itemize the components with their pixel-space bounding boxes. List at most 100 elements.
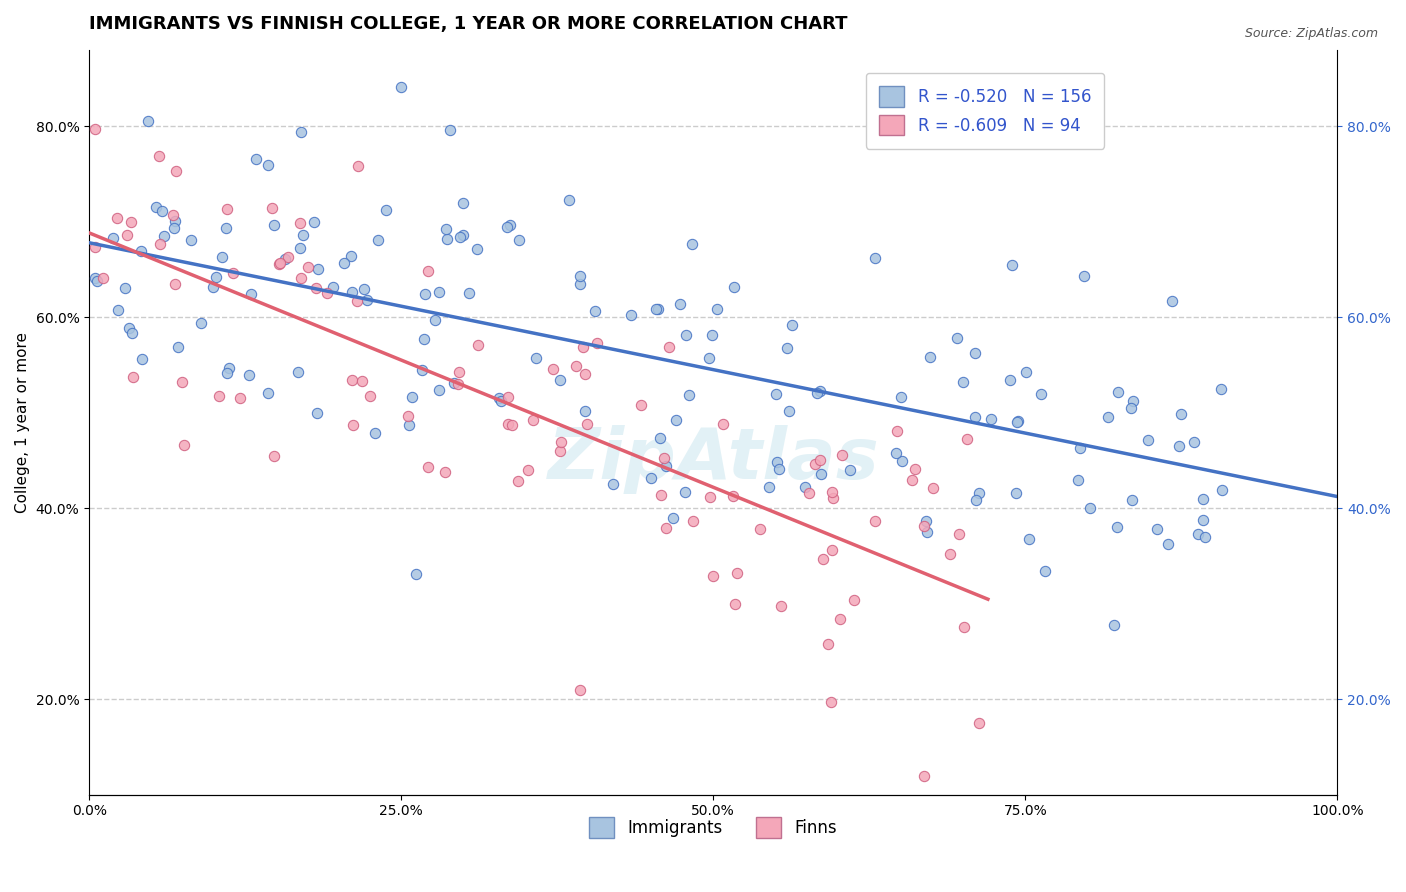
Point	[148, 149, 170, 163]
Point	[215, 221, 238, 235]
Point	[495, 220, 517, 235]
Point	[682, 514, 704, 528]
Point	[117, 321, 139, 335]
Point	[516, 463, 538, 477]
Point	[1005, 415, 1028, 429]
Point	[821, 485, 844, 500]
Point	[952, 375, 974, 389]
Point	[776, 341, 799, 355]
Point	[263, 449, 285, 463]
Point	[654, 451, 676, 466]
Point	[550, 444, 572, 458]
Point	[1066, 473, 1088, 487]
Point	[412, 332, 434, 346]
Point	[162, 208, 184, 222]
Point	[218, 360, 240, 375]
Point	[673, 484, 696, 499]
Point	[340, 373, 363, 387]
Point	[163, 277, 186, 291]
Point	[550, 373, 572, 387]
Point	[565, 359, 588, 373]
Point	[569, 277, 592, 292]
Point	[806, 386, 828, 401]
Point	[499, 218, 522, 232]
Point	[215, 202, 238, 217]
Point	[808, 453, 831, 467]
Point	[131, 352, 153, 367]
Point	[865, 515, 887, 529]
Point	[458, 286, 481, 301]
Point	[1097, 410, 1119, 425]
Point	[396, 409, 419, 424]
Point	[699, 490, 721, 504]
Point	[508, 233, 530, 247]
Point	[655, 521, 678, 535]
Point	[969, 485, 991, 500]
Point	[769, 599, 792, 613]
Point	[915, 514, 938, 528]
Point	[427, 285, 450, 299]
Point	[153, 229, 176, 244]
Point	[1122, 393, 1144, 408]
Point	[166, 340, 188, 354]
Point	[488, 391, 510, 405]
Point	[287, 365, 309, 379]
Point	[367, 233, 389, 247]
Point	[333, 255, 356, 269]
Point	[121, 326, 143, 340]
Point	[1102, 617, 1125, 632]
Point	[315, 285, 337, 300]
Point	[778, 404, 800, 418]
Point	[120, 215, 142, 229]
Point	[1014, 365, 1036, 379]
Point	[91, 271, 114, 285]
Point	[1001, 258, 1024, 272]
Point	[211, 250, 233, 264]
Point	[84, 121, 107, 136]
Point	[245, 153, 267, 167]
Point	[277, 250, 299, 264]
Point	[257, 158, 280, 172]
Point	[1069, 442, 1091, 456]
Point	[706, 301, 728, 316]
Point	[711, 417, 734, 432]
Point	[269, 256, 291, 270]
Point	[163, 220, 186, 235]
Point	[901, 473, 924, 487]
Text: Source: ZipAtlas.com: Source: ZipAtlas.com	[1244, 27, 1378, 40]
Point	[583, 303, 606, 318]
Point	[346, 293, 368, 308]
Point	[1167, 439, 1189, 453]
Point	[1005, 486, 1028, 500]
Point	[322, 280, 344, 294]
Point	[768, 462, 790, 476]
Point	[413, 287, 436, 301]
Point	[307, 261, 329, 276]
Point	[342, 417, 364, 432]
Point	[263, 219, 285, 233]
Point	[269, 257, 291, 271]
Point	[725, 566, 748, 580]
Point	[828, 612, 851, 626]
Point	[1000, 373, 1022, 387]
Point	[240, 286, 263, 301]
Point	[449, 229, 471, 244]
Point	[780, 318, 803, 333]
Point	[844, 593, 866, 607]
Point	[290, 270, 312, 285]
Point	[356, 293, 378, 307]
Point	[307, 406, 329, 420]
Point	[1018, 533, 1040, 547]
Point	[574, 367, 596, 381]
Point	[574, 403, 596, 417]
Point	[418, 264, 440, 278]
Point	[550, 435, 572, 450]
Point	[434, 222, 457, 236]
Point	[1161, 293, 1184, 308]
Point	[292, 228, 315, 243]
Point	[84, 271, 107, 285]
Point	[222, 266, 245, 280]
Point	[411, 363, 433, 377]
Point	[305, 281, 328, 295]
Point	[820, 695, 842, 709]
